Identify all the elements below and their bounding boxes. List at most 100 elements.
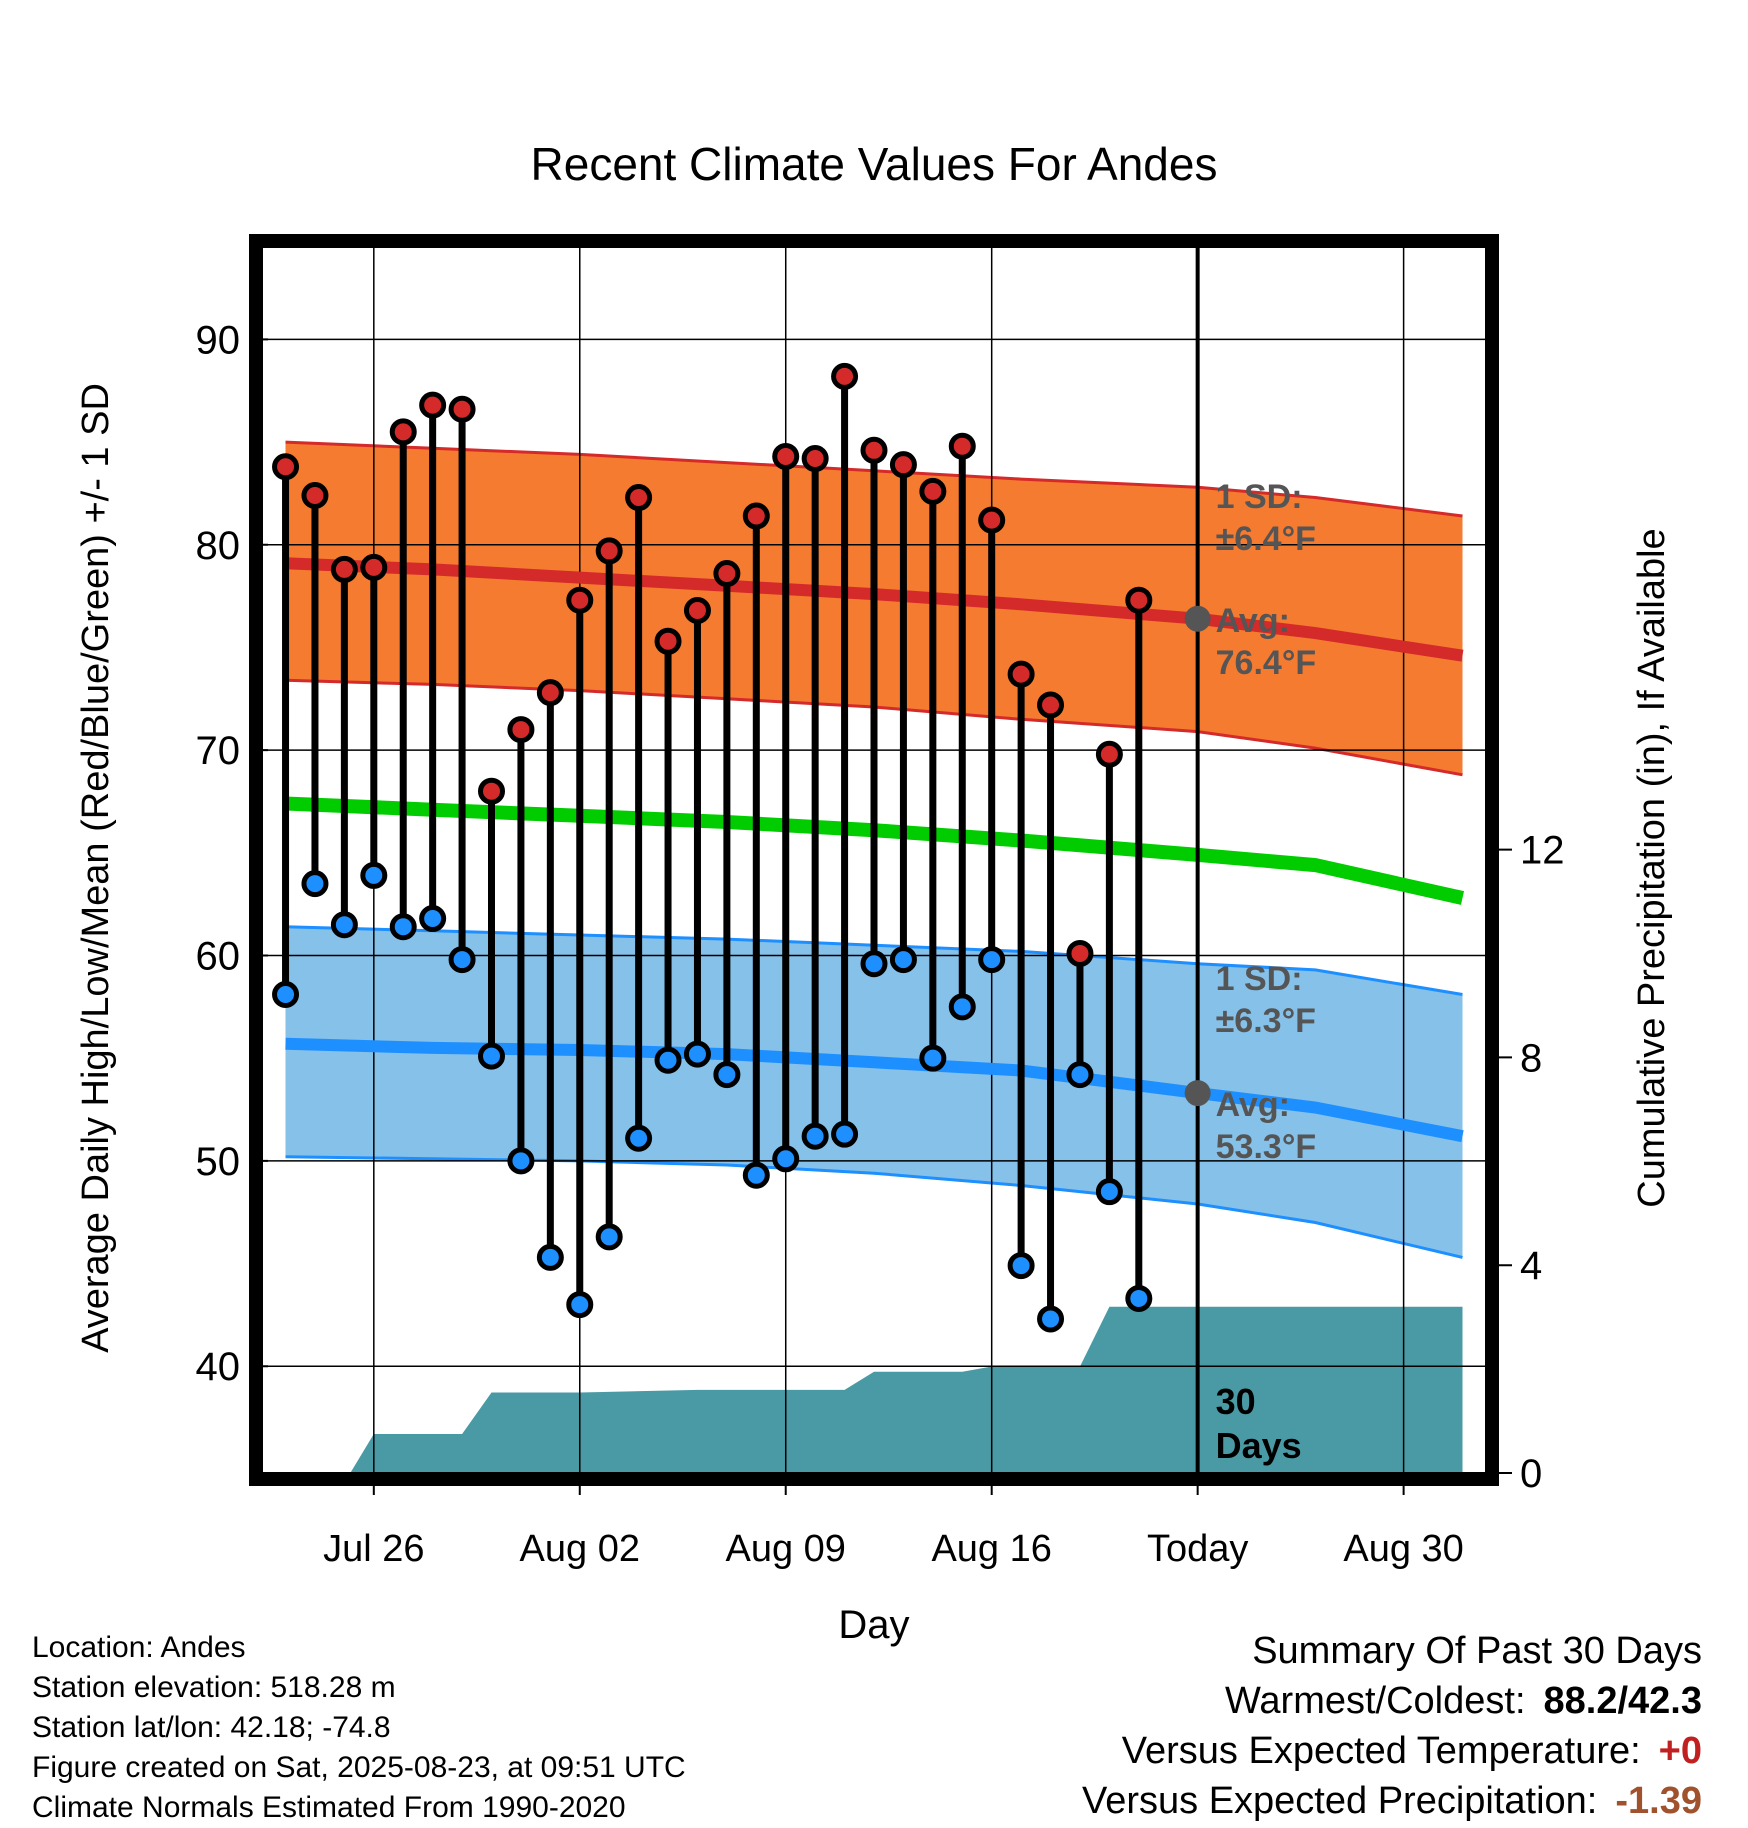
y-axis-right-title: Cumulative Precipitation (in), If Availa… — [1631, 528, 1673, 1207]
window-days-label: Days — [1216, 1425, 1302, 1466]
obs-high-point-20 — [860, 436, 888, 464]
obs-low-point-19 — [831, 1120, 859, 1148]
obs-low-point-8 — [507, 1147, 535, 1175]
obs-high-point-11 — [595, 537, 623, 565]
obs-high-point-25 — [1007, 660, 1035, 688]
obs-high-point-27 — [1066, 939, 1094, 967]
obs-low-point-15 — [713, 1061, 741, 1089]
y-right-tick-label-12: 12 — [1520, 829, 1565, 873]
high-avg-value: 76.4°F — [1216, 644, 1317, 682]
obs-low-point-20 — [860, 950, 888, 978]
band-annotations: 1 SD: ±6.4°F Avg: 76.4°F 1 SD: ±6.3°F Avg: 53.3… — [1216, 478, 1317, 1466]
station-info: Location: Andes Station elevation: 518.2… — [32, 1628, 686, 1828]
obs-high-point-4 — [389, 418, 417, 446]
climate-normals-period: Climate Normals Estimated From 1990-2020 — [32, 1791, 626, 1824]
x-tick-label-4: Today — [1147, 1528, 1248, 1570]
obs-low-point-11 — [595, 1223, 623, 1251]
obs-low-point-24 — [978, 946, 1006, 974]
obs-high-point-21 — [889, 451, 917, 479]
today-avg-high-point — [1184, 605, 1211, 632]
x-tick-label-1: Aug 02 — [520, 1528, 640, 1570]
y-left-tick-label-90: 90 — [196, 318, 241, 362]
y-left-tick-label-40: 40 — [196, 1345, 241, 1389]
summary-temperature: Versus Expected Temperature: +0 — [1082, 1726, 1702, 1776]
obs-high-point-24 — [978, 506, 1006, 534]
summary-precipitation: Versus Expected Precipitation: -1.39 — [1082, 1776, 1702, 1826]
obs-low-point-2 — [330, 911, 358, 939]
obs-high-point-8 — [507, 716, 535, 744]
y-right-tick-label-4: 4 — [1520, 1244, 1542, 1288]
x-tick-label-5: Aug 30 — [1343, 1528, 1463, 1570]
y-left-tick-label-60: 60 — [196, 934, 241, 978]
low-avg-value: 53.3°F — [1216, 1128, 1317, 1166]
obs-high-point-23 — [948, 432, 976, 460]
y-left-tick-label-70: 70 — [196, 729, 241, 773]
obs-low-point-23 — [948, 993, 976, 1021]
obs-high-point-0 — [272, 453, 300, 481]
obs-low-point-26 — [1037, 1305, 1065, 1333]
chart-title: Recent Climate Values For Andes — [531, 138, 1218, 190]
low-sd-value: ±6.3°F — [1216, 1002, 1316, 1040]
obs-low-point-7 — [478, 1042, 505, 1070]
obs-high-point-14 — [683, 596, 711, 624]
high-avg-label: Avg: — [1216, 602, 1290, 640]
obs-high-point-28 — [1095, 740, 1123, 768]
obs-high-point-10 — [566, 586, 594, 614]
station-elevation: Station elevation: 518.28 m — [32, 1671, 396, 1704]
summary-warmest-coldest: Warmest/Coldest: 88.2/42.3 — [1082, 1676, 1702, 1726]
y-right-tick-label-8: 8 — [1520, 1036, 1542, 1080]
station-latlon: Station lat/lon: 42.18; -74.8 — [32, 1711, 391, 1744]
station-location: Location: Andes — [32, 1631, 246, 1664]
obs-high-point-5 — [419, 391, 447, 419]
obs-low-point-3 — [360, 861, 388, 889]
obs-high-point-12 — [625, 484, 653, 512]
obs-low-point-14 — [683, 1040, 711, 1068]
low-avg-label: Avg: — [1216, 1086, 1290, 1124]
obs-low-point-18 — [801, 1122, 829, 1150]
warmest-coldest-label: Warmest/Coldest: — [1224, 1680, 1526, 1722]
obs-low-point-5 — [419, 905, 447, 933]
obs-low-point-10 — [566, 1291, 594, 1319]
obs-high-point-15 — [713, 560, 741, 588]
high-sd-value: ±6.4°F — [1216, 520, 1316, 558]
low-sd-band-lower-edge — [285, 1155, 1463, 1259]
obs-high-point-13 — [654, 627, 682, 655]
temp-departure-value: +0 — [1658, 1730, 1702, 1772]
obs-high-point-19 — [831, 362, 859, 390]
warmest-coldest-value: 88.2/42.3 — [1543, 1680, 1702, 1722]
obs-low-point-16 — [742, 1161, 770, 1189]
obs-low-point-6 — [448, 946, 476, 974]
obs-high-point-6 — [448, 395, 476, 423]
obs-low-point-12 — [625, 1124, 653, 1152]
plot-frame — [249, 234, 1499, 1486]
precip-departure-value: -1.39 — [1615, 1780, 1702, 1822]
y-left-tick-label-50: 50 — [196, 1140, 241, 1184]
obs-low-point-9 — [536, 1243, 564, 1271]
obs-high-point-7 — [478, 777, 505, 805]
window-days-number: 30 — [1216, 1381, 1256, 1422]
high-sd-label: 1 SD: — [1216, 478, 1303, 516]
x-tick-label-3: Aug 16 — [931, 1528, 1051, 1570]
obs-high-point-26 — [1037, 691, 1065, 719]
obs-low-point-27 — [1066, 1061, 1094, 1089]
y-left-tick-label-80: 80 — [196, 524, 241, 568]
today-avg-low-point — [1184, 1080, 1211, 1107]
obs-high-point-29 — [1125, 586, 1153, 614]
obs-high-point-2 — [330, 555, 358, 583]
figure-created: Figure created on Sat, 2025-08-23, at 09… — [32, 1751, 686, 1784]
obs-high-point-22 — [919, 477, 947, 505]
observation-bars — [272, 247, 1211, 1473]
temp-departure-label: Versus Expected Temperature: — [1121, 1730, 1641, 1772]
obs-low-point-22 — [919, 1044, 947, 1072]
summary-panel: Summary Of Past 30 Days Warmest/Coldest:… — [1082, 1626, 1702, 1826]
obs-low-point-21 — [889, 946, 917, 974]
axes: 40 50 60 70 80 90 0 4 8 12 Jul 26 Aug 02 Aug 09 Aug 1… — [196, 234, 1565, 1570]
summary-title: Summary Of Past 30 Days — [1252, 1630, 1702, 1672]
x-tick-label-2: Aug 09 — [726, 1528, 846, 1570]
precipitation-fill — [350, 1306, 1463, 1473]
x-axis-title: Day — [838, 1603, 909, 1647]
obs-low-point-29 — [1125, 1284, 1153, 1312]
precip-departure-label: Versus Expected Precipitation: — [1081, 1780, 1598, 1822]
obs-low-point-25 — [1007, 1252, 1035, 1280]
